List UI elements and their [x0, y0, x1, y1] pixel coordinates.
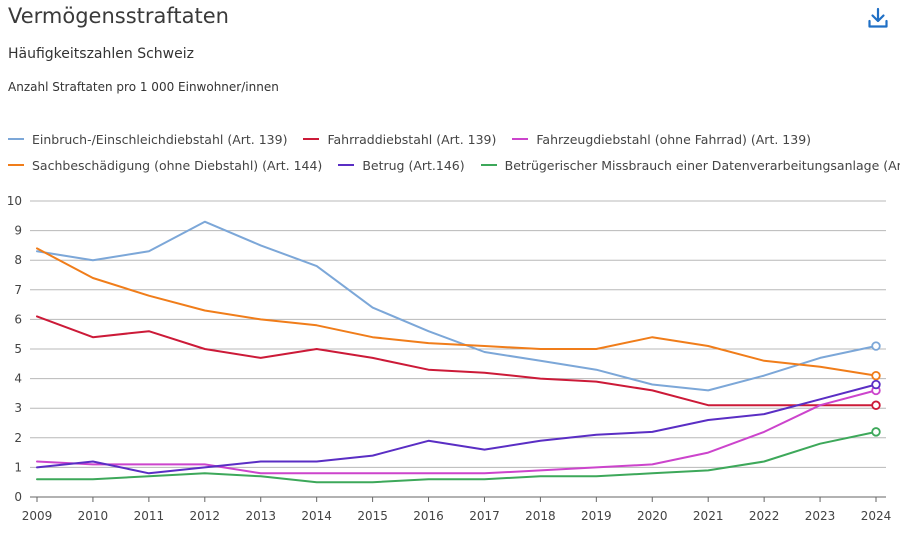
download-icon-glyph: [868, 7, 888, 28]
series-endpoint-4: [871, 379, 881, 390]
legend-item-einbruch[interactable]: Einbruch-/Einschleichdiebstahl (Art. 139…: [8, 132, 287, 147]
legend-swatch: [8, 164, 24, 166]
y-tick-label: 10: [7, 194, 22, 208]
unit-label: Anzahl Straftaten pro 1 000 Einwohner/in…: [8, 80, 279, 94]
x-tick-label: 2009: [22, 509, 53, 523]
legend-swatch: [338, 164, 355, 166]
y-tick-label: 7: [14, 283, 22, 297]
series-line-5: [36, 430, 877, 484]
chart-subtitle: Häufigkeitszahlen Schweiz: [8, 46, 194, 62]
legend-label: Sachbeschädigung (ohne Diebstahl) (Art. …: [32, 157, 323, 173]
series-line-1: [36, 315, 877, 407]
legend-label: Betrug (Art.146): [362, 157, 465, 173]
x-tick-label: 2024: [861, 509, 892, 523]
legend-label: Einbruch-/Einschleichdiebstahl (Art. 139…: [32, 131, 288, 147]
x-tick-label: 2014: [301, 509, 332, 523]
series-endpoint-5: [871, 427, 881, 437]
x-tick-label: 2017: [469, 509, 500, 523]
x-tick-label: 2010: [78, 509, 109, 523]
y-tick-label: 6: [14, 312, 22, 326]
x-tick-label: 2023: [805, 509, 836, 523]
legend-label: Fahrzeugdiebstahl (ohne Fahrrad) (Art. 1…: [536, 131, 812, 147]
legend-label: Fahrraddiebstahl (Art. 139): [327, 131, 497, 147]
legend-label: Betrügerischer Missbrauch einer Datenver…: [504, 157, 900, 173]
legend-swatch: [303, 138, 320, 140]
download-icon[interactable]: [866, 6, 890, 30]
legend-swatch: [480, 164, 497, 166]
x-tick-label: 2020: [637, 509, 668, 523]
series-endpoint-3: [871, 370, 881, 381]
chart-title: Vermögensstraftaten: [8, 4, 229, 28]
x-tick-label: 2013: [245, 509, 276, 523]
y-tick-label: 1: [14, 460, 22, 474]
y-tick-label: 0: [14, 490, 22, 504]
line-chart: 0 1 2 3 4 5 6 7 8 9 10 2009 2010 2011 2012 2013 2014 2015…: [7, 194, 892, 523]
legend-item-sachbeschaedigung[interactable]: Sachbeschädigung (ohne Diebstahl) (Art. …: [8, 158, 322, 173]
y-tick-label: 8: [14, 253, 22, 267]
legend-item-fahrrad[interactable]: Fahrraddiebstahl (Art. 139): [303, 132, 496, 147]
y-tick-label: 4: [14, 372, 22, 386]
legend-row-1: Einbruch-/Einschleichdiebstahl (Art. 139…: [8, 126, 888, 152]
legend-item-fahrzeug[interactable]: Fahrzeugdiebstahl (ohne Fahrrad) (Art. 1…: [512, 132, 811, 147]
x-tick-label: 2022: [749, 509, 780, 523]
series-endpoint-0: [871, 341, 881, 351]
x-tick-label: 2016: [413, 509, 444, 523]
x-tick-label: 2011: [134, 509, 165, 523]
legend-item-betrug[interactable]: Betrug (Art.146): [338, 157, 465, 173]
x-tick-label: 2018: [525, 509, 556, 523]
y-tick-label: 5: [14, 342, 22, 356]
series-line-2: [36, 389, 877, 475]
legend-item-datenverarbeitung[interactable]: Betrügerischer Missbrauch einer Datenver…: [480, 157, 900, 173]
legend-row-2: Sachbeschädigung (ohne Diebstahl) (Art. …: [8, 152, 900, 178]
y-tick-label: 2: [14, 431, 22, 445]
y-tick-label: 3: [14, 401, 22, 415]
x-tick-label: 2015: [357, 509, 388, 523]
series-line-4: [36, 383, 877, 475]
series-line-3: [36, 247, 877, 377]
series-endpoint-1: [871, 400, 881, 410]
series-line-0: [36, 220, 877, 392]
x-tick-label: 2019: [581, 509, 612, 523]
x-tick-label: 2021: [693, 509, 724, 523]
x-tick-label: 2012: [190, 509, 221, 523]
legend-swatch: [512, 138, 529, 140]
legend-swatch: [8, 138, 24, 140]
legend: Einbruch-/Einschleichdiebstahl (Art. 139…: [8, 126, 900, 178]
y-tick-label: 9: [14, 224, 22, 238]
